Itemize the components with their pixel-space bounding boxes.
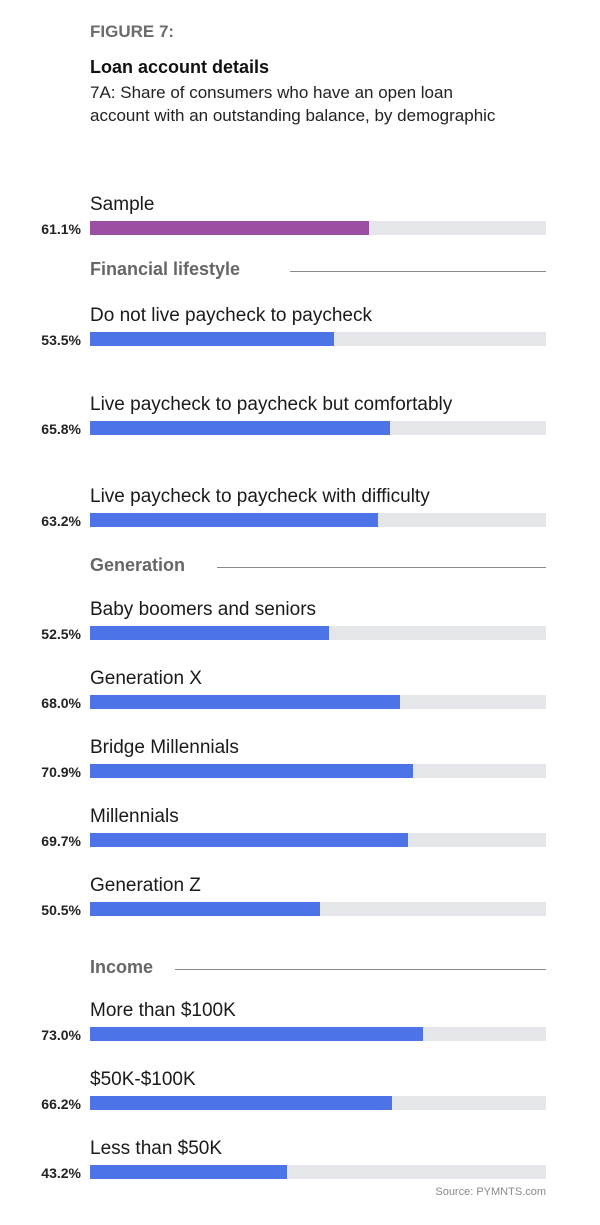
bar-track (90, 902, 546, 916)
bar-track (90, 1096, 546, 1110)
bar-track (90, 1165, 546, 1179)
bar (90, 626, 330, 640)
bar-track (90, 421, 546, 435)
value-label: 52.5% (41, 626, 81, 642)
section-heading: Generation (90, 555, 186, 575)
bar-label: More than $100K (90, 1000, 236, 1021)
chart-subtitle: 7A: Share of consumers who have an open … (90, 83, 496, 125)
bar-label: Bridge Millennials (90, 737, 239, 758)
value-label: 68.0% (41, 695, 81, 711)
section-heading: Financial lifestyle (90, 259, 241, 279)
bar-track (90, 221, 546, 235)
value-label: 69.7% (41, 833, 81, 849)
section-heading: Income (90, 957, 154, 977)
bar (90, 421, 391, 435)
bar-label: Live paycheck to paycheck but comfortabl… (90, 394, 453, 415)
source-note: Source: PYMNTS.com (435, 1186, 546, 1198)
bar-label: $50K-$100K (90, 1069, 196, 1090)
section-divider (175, 969, 546, 970)
bar (90, 1027, 423, 1041)
bar-track (90, 833, 546, 847)
bar-track (90, 626, 546, 640)
bar (90, 764, 414, 778)
bar-track (90, 1027, 546, 1041)
bar (90, 1165, 287, 1179)
section-divider (290, 271, 546, 272)
value-label: 43.2% (41, 1165, 81, 1181)
bar-track (90, 332, 546, 346)
bar (90, 695, 401, 709)
bar-label: Generation X (90, 668, 202, 689)
bar-track (90, 695, 546, 709)
value-label: 70.9% (41, 764, 81, 780)
bar-label: Do not live paycheck to paycheck (90, 305, 372, 326)
bar (90, 221, 369, 235)
bar-track (90, 764, 546, 778)
bar (90, 1096, 392, 1110)
bar-track (90, 513, 546, 527)
bar (90, 513, 379, 527)
bar-label: Less than $50K (90, 1138, 223, 1159)
bar-label: Baby boomers and seniors (90, 599, 317, 620)
value-label: 63.2% (41, 513, 81, 529)
value-label: 73.0% (41, 1027, 81, 1043)
value-label: 66.2% (41, 1096, 81, 1112)
bar-label: Generation Z (90, 875, 201, 896)
bar (90, 833, 408, 847)
value-label: 65.8% (41, 421, 81, 437)
bar (90, 902, 321, 916)
section-divider (217, 567, 546, 568)
figure-label: FIGURE 7: (90, 22, 175, 41)
bar-label: Millennials (90, 806, 179, 827)
bar-label: Sample (90, 194, 155, 215)
value-label: 50.5% (41, 902, 81, 918)
bar (90, 332, 334, 346)
value-label: 61.1% (41, 221, 81, 237)
chart-title: Loan account details (90, 57, 270, 77)
bar-label: Live paycheck to paycheck with difficult… (90, 486, 430, 507)
value-label: 53.5% (41, 332, 81, 348)
